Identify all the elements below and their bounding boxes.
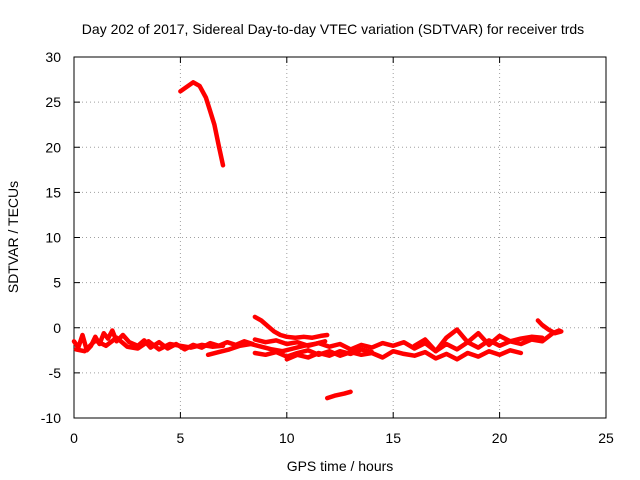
x-tick-label: 20 [492,430,508,446]
axis-ticks: 0 5 10 15 20 25 -10 -5 0 5 10 15 20 25 30 [41,49,614,446]
y-tick-label: 5 [53,275,61,291]
x-tick-label: 10 [279,430,295,446]
x-axis-label: GPS time / hours [287,458,394,474]
x-tick-label: 5 [177,430,185,446]
y-axis-label: SDTVAR / TECUs [5,181,21,293]
series-line-seg11 [324,389,353,401]
series-line-seg2 [73,335,226,354]
series-line-seg8 [284,347,375,362]
grid-lines [74,57,606,418]
y-tick-label: 0 [53,320,61,336]
y-tick-label: 10 [45,230,61,246]
chart-title: Day 202 of 2017, Sidereal Day-to-day VTE… [82,21,584,37]
x-tick-label: 0 [70,430,78,446]
y-tick-label: 30 [45,49,61,65]
y-tick-label: -10 [41,410,61,426]
x-tick-label: 25 [598,430,614,446]
series-line-seg10 [535,318,564,336]
y-tick-label: 20 [45,139,61,155]
y-tick-label: 25 [45,94,61,110]
series-line-seg9 [412,327,545,354]
y-tick-label: -5 [49,365,62,381]
data-series [71,80,564,401]
x-tick-label: 15 [385,430,401,446]
series-line-seg7 [252,348,524,362]
series-line-seg3 [178,80,226,168]
series-line-seg5 [252,314,330,340]
y-tick-label: 15 [45,184,61,200]
